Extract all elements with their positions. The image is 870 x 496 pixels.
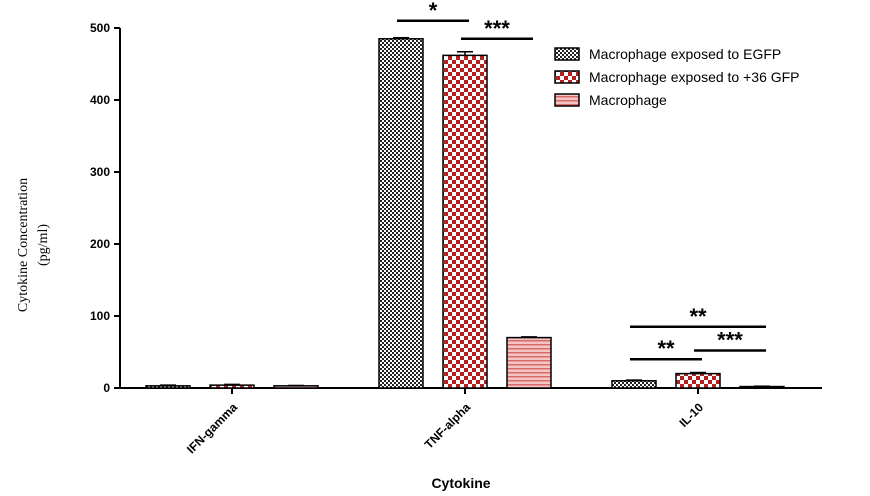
y-axis-ticks: 0 100 200 300 400 500	[90, 21, 120, 395]
bar	[442, 54, 488, 389]
bar	[675, 372, 721, 389]
y-tick-label: 300	[90, 165, 110, 179]
bar-groups	[145, 36, 785, 389]
y-tick-label: 200	[90, 237, 110, 251]
significance-label: ***	[717, 328, 743, 353]
x-axis-ticks: IFN-gamma TNF-alpha IL-10	[184, 388, 706, 456]
legend-swatch	[554, 70, 580, 84]
legend-entry: Macrophage exposed to +36 GFP	[589, 69, 800, 85]
bar	[209, 384, 255, 389]
legend-entry: Macrophage exposed to EGFP	[589, 46, 781, 62]
bar	[611, 380, 657, 389]
y-tick-label: 400	[90, 93, 110, 107]
bar	[145, 385, 191, 389]
bar	[378, 38, 424, 389]
x-tick-label: TNF-alpha	[422, 400, 474, 452]
x-axis-label: Cytokine	[431, 475, 490, 491]
y-axis-label-line-1: Cytokine Concentration	[16, 178, 31, 312]
significance-label: **	[657, 336, 675, 361]
significance-label: **	[689, 304, 707, 329]
significance-label: *	[429, 0, 438, 23]
legend: Macrophage exposed to EGFP Macrophage exp…	[554, 46, 800, 108]
y-tick-label: 100	[90, 309, 110, 323]
y-tick-label: 0	[103, 381, 110, 395]
x-tick-label: IL-10	[676, 400, 706, 430]
legend-swatch	[554, 47, 580, 61]
significance-label: ***	[484, 16, 510, 41]
y-axis-label-line-2: (pg/ml)	[36, 224, 51, 266]
x-tick-label: IFN-gamma	[184, 400, 240, 456]
y-tick-label: 500	[90, 21, 110, 35]
bar	[506, 336, 552, 389]
significance-annotations: ******** ***	[397, 0, 766, 361]
legend-swatch	[554, 93, 580, 107]
legend-entry: Macrophage	[589, 92, 667, 108]
